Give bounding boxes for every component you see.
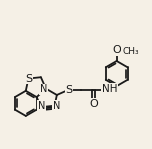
Text: NH: NH (102, 84, 117, 94)
Text: S: S (25, 74, 32, 84)
Text: N: N (53, 101, 60, 111)
Text: N: N (40, 84, 47, 94)
Text: S: S (65, 86, 73, 96)
Text: O: O (112, 45, 121, 55)
Text: O: O (89, 99, 98, 109)
Text: N: N (38, 101, 45, 111)
Text: CH₃: CH₃ (122, 47, 139, 56)
